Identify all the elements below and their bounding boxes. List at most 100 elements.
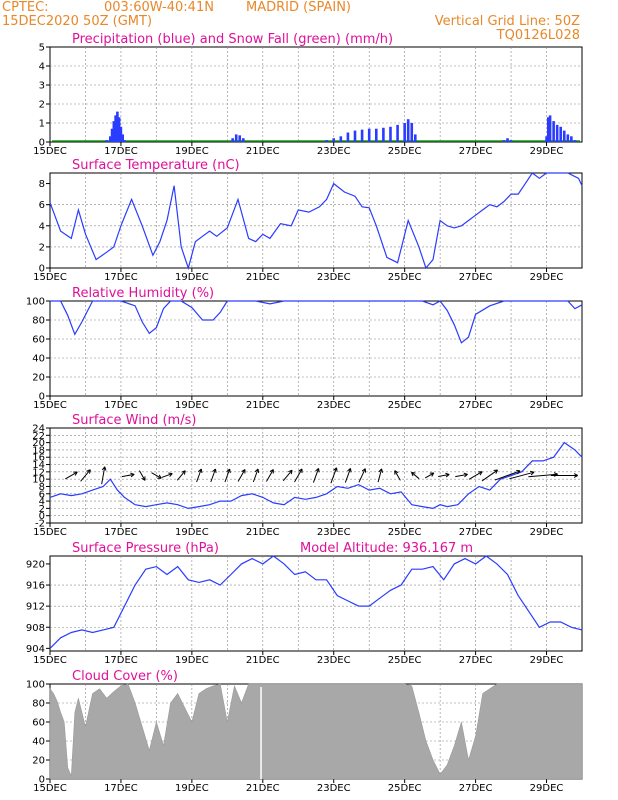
temp-series-line (49, 172, 583, 271)
rh-xtick-label: 21DEC (246, 400, 280, 411)
cloud-xtick-label: 29DEC (530, 783, 564, 794)
precip-bar (566, 134, 570, 142)
wind-xtick-label: 19DEC (175, 527, 209, 538)
precip-bar (105, 140, 109, 142)
precip-bar (562, 130, 566, 142)
wind-ytick-label: 14 (32, 460, 45, 471)
header-source: CPTEC: (2, 0, 49, 15)
pressure-ytick-label: 920 (26, 559, 45, 570)
cloud-ytick-label: 80 (32, 699, 45, 710)
wind-xtick-label: 29DEC (530, 527, 564, 538)
rh-ytick-label: 60 (32, 335, 45, 346)
rh-xtick-label: 15DEC (33, 400, 67, 411)
precip-bar (414, 134, 417, 142)
cloud-xtick-label: 27DEC (459, 783, 493, 794)
cloud-xtick-label: 25DEC (388, 783, 422, 794)
precip-bar (234, 134, 238, 142)
temp-xtick-label: 27DEC (459, 272, 493, 283)
precip-xtick-label: 17DEC (104, 146, 138, 157)
cloud-ytick-label: 100 (26, 680, 45, 691)
rh-xtick-label: 27DEC (459, 400, 493, 411)
pressure-ytick-label: 916 (26, 581, 45, 592)
wind-ytick-label: 2 (39, 504, 45, 515)
rh-xtick-label: 25DEC (388, 400, 422, 411)
wind-title: Surface Wind (m/s) (72, 413, 196, 428)
wind-arrow (294, 468, 303, 483)
temp-panel: 0 2 4 6 8 15DEC 17DEC 19DEC 21DEC 23DEC 25DEC 27DEC… (33, 158, 583, 283)
wind-xtick-label: 17DEC (104, 527, 138, 538)
precip-bar (332, 138, 336, 142)
precip-bar (559, 126, 563, 142)
pressure-xtick-label: 15DEC (33, 655, 67, 666)
precip-bar (346, 132, 350, 142)
pressure-annotation: Model Altitude: 936.167 m (300, 541, 473, 556)
wind-arrow (101, 466, 107, 485)
precip-ytick-label: 5 (39, 43, 45, 54)
wind-arrow (494, 469, 521, 481)
wind-arrow (330, 467, 338, 484)
precip-bar (570, 136, 573, 142)
wind-arrow (224, 468, 231, 483)
precip-bar (241, 138, 245, 142)
precip-xtick-label: 21DEC (246, 146, 280, 157)
rh-xtick-label: 19DEC (175, 400, 209, 411)
precip-bar (360, 129, 364, 142)
precip-xtick-label: 19DEC (175, 146, 209, 157)
pressure-xtick-label: 17DEC (104, 655, 138, 666)
rh-series-line (50, 300, 583, 344)
rh-xtick-label: 17DEC (104, 400, 138, 411)
rh-xtick-label: 29DEC (530, 400, 564, 411)
wind-ytick-label: 22 (32, 431, 45, 442)
wind-xtick-label: 27DEC (459, 527, 493, 538)
precip-xtick-label: 25DEC (388, 146, 422, 157)
rh-ytick-label: 40 (32, 354, 45, 365)
precip-xtick-label: 29DEC (530, 146, 564, 157)
pressure-ytick-label: 908 (26, 623, 45, 634)
precip-ytick-label: 3 (39, 81, 45, 92)
precip-ytick-label: 1 (39, 119, 45, 130)
temp-ytick-label: 6 (39, 200, 45, 211)
precip-bar (123, 140, 126, 142)
wind-series-line (49, 441, 583, 510)
precip-bar (555, 124, 559, 142)
cloud-xtick-label: 19DEC (175, 783, 209, 794)
panels: 0 1 2 3 4 5 15DEC 17DEC 19DEC 21DEC 23DEC 25DEC 27DE… (26, 32, 583, 794)
wind-arrow (282, 469, 293, 482)
wind-arrow (138, 470, 146, 481)
wind-ytick-label: 24 (32, 424, 45, 435)
pressure-xtick-label: 27DEC (459, 655, 493, 666)
precip-bar (548, 115, 552, 142)
wind-ytick-label: 16 (32, 453, 45, 464)
rh-ytick-label: 80 (32, 316, 45, 327)
header-model-code: TQ0126L028 (496, 28, 580, 43)
precip-ytick-label: 4 (39, 62, 45, 73)
precip-bar (410, 123, 414, 142)
precip-bar (552, 121, 555, 142)
pressure-xtick-label: 23DEC (317, 655, 351, 666)
precip-bar (382, 127, 385, 142)
temp-xtick-label: 19DEC (175, 272, 209, 283)
precip-bar (119, 126, 123, 142)
precip-bar (238, 135, 242, 142)
wind-arrow (80, 469, 91, 482)
rh-ytick-label: 100 (26, 297, 45, 308)
rh-xtick-label: 23DEC (317, 400, 351, 411)
temp-xtick-label: 21DEC (246, 272, 280, 283)
precip-bar (406, 119, 410, 142)
cloud-ytick-label: 60 (32, 718, 45, 729)
wind-arrow (161, 472, 173, 478)
wind-xtick-label: 25DEC (388, 527, 422, 538)
precip-bar (573, 140, 577, 142)
pressure-frame (49, 555, 583, 652)
precip-bar (374, 128, 378, 142)
precip-title: Precipitation (blue) and Snow Fall (gree… (72, 32, 393, 47)
wind-ytick-label: 4 (39, 497, 45, 508)
wind-arrow (509, 470, 535, 480)
temp-xtick-label: 25DEC (388, 272, 422, 283)
precip-ytick-label: 2 (39, 100, 45, 111)
wind-xtick-label: 23DEC (317, 527, 351, 538)
rh-ytick-label: 0 (39, 392, 45, 403)
temp-ytick-label: 0 (39, 264, 45, 275)
